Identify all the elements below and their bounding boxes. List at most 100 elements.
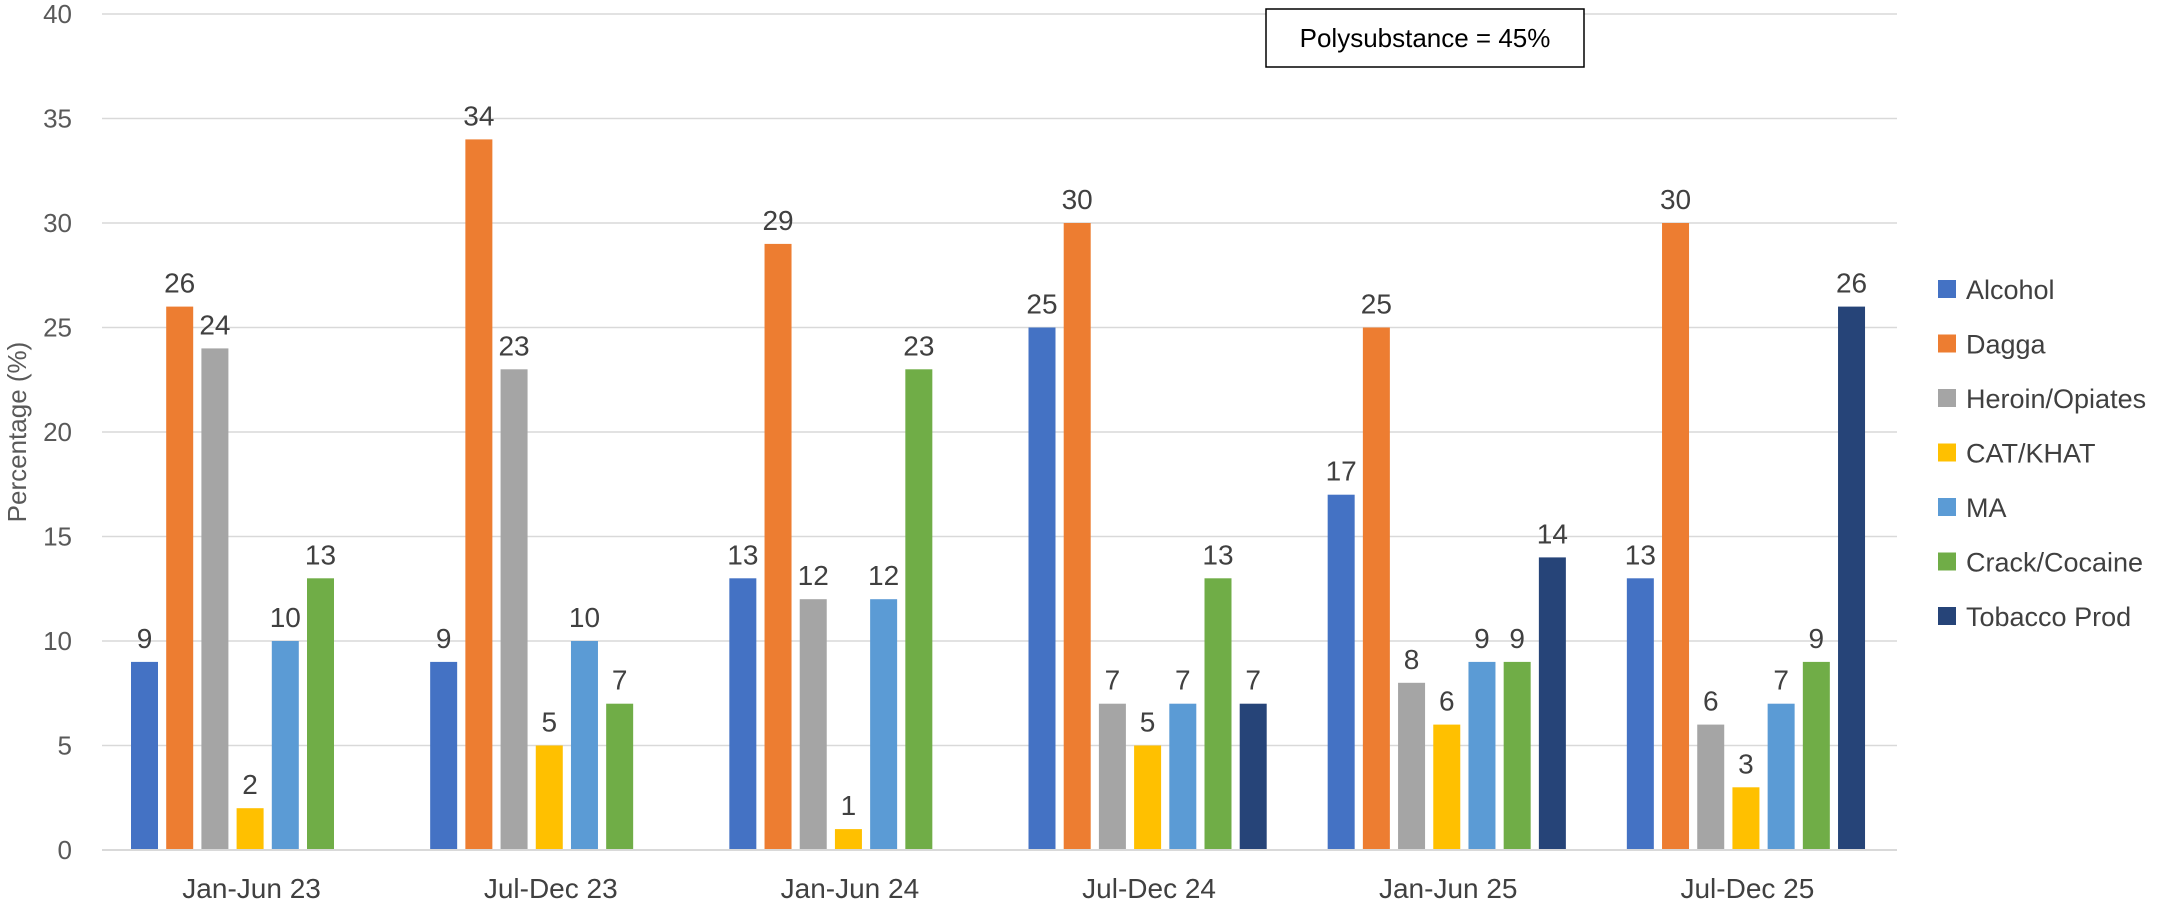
data-label: 14 bbox=[1537, 518, 1568, 549]
bar bbox=[131, 661, 158, 850]
bar bbox=[1239, 703, 1267, 850]
x-axis-categories: Jan-Jun 23 Jul-Dec 23 Jan-Jun 24 Jul-Dec 24… bbox=[182, 873, 1814, 904]
bar bbox=[1538, 557, 1566, 850]
data-label: 3 bbox=[1738, 748, 1754, 779]
bar bbox=[1503, 661, 1531, 850]
bar bbox=[570, 641, 598, 850]
data-label: 26 bbox=[1836, 268, 1867, 299]
legend-label: Alcohol bbox=[1966, 275, 2055, 305]
data-label: 24 bbox=[199, 309, 230, 340]
bar bbox=[1204, 578, 1232, 850]
bar bbox=[1327, 494, 1355, 850]
legend-swatch bbox=[1938, 280, 1956, 298]
bar bbox=[1063, 223, 1091, 850]
annotation-text: Polysubstance = 45% bbox=[1300, 23, 1551, 53]
data-label: 9 bbox=[137, 623, 153, 654]
bar bbox=[1838, 306, 1866, 851]
data-label: 12 bbox=[868, 560, 899, 591]
legend-label: Dagga bbox=[1966, 330, 2047, 360]
x-category-label: Jul-Dec 23 bbox=[484, 873, 618, 904]
bar bbox=[1626, 578, 1654, 850]
bar bbox=[271, 641, 299, 850]
data-label: 13 bbox=[1625, 539, 1656, 570]
x-category-label: Jan-Jun 23 bbox=[182, 873, 321, 904]
data-label: 23 bbox=[903, 330, 934, 361]
x-category-label: Jan-Jun 24 bbox=[781, 873, 920, 904]
bar bbox=[307, 578, 334, 850]
data-label: 7 bbox=[1105, 665, 1121, 696]
bar bbox=[236, 808, 264, 850]
data-label: 9 bbox=[436, 623, 452, 654]
annotation-box: Polysubstance = 45% bbox=[1265, 8, 1585, 68]
x-category-label: Jul-Dec 25 bbox=[1680, 873, 1814, 904]
legend-swatch bbox=[1938, 607, 1956, 625]
data-label: 12 bbox=[798, 560, 829, 591]
data-label: 9 bbox=[1474, 623, 1490, 654]
y-axis-title: Percentage (%) bbox=[2, 342, 32, 523]
bar bbox=[870, 599, 898, 850]
legend-label: Heroin/Opiates bbox=[1966, 384, 2146, 414]
data-label: 13 bbox=[727, 539, 758, 570]
bar bbox=[1767, 703, 1795, 850]
data-label: 10 bbox=[569, 602, 600, 633]
data-label: 6 bbox=[1439, 686, 1455, 717]
bar bbox=[1028, 327, 1056, 850]
data-label: 7 bbox=[1773, 665, 1789, 696]
y-tick-label: 40 bbox=[43, 0, 72, 29]
bar bbox=[1433, 724, 1461, 850]
data-label: 1 bbox=[841, 790, 857, 821]
data-label: 8 bbox=[1404, 644, 1420, 675]
bar bbox=[1662, 223, 1690, 850]
data-label: 26 bbox=[164, 268, 195, 299]
y-tick-label: 10 bbox=[43, 626, 72, 656]
bar bbox=[905, 369, 933, 850]
bar bbox=[535, 745, 563, 850]
legend-label: CAT/KHAT bbox=[1966, 439, 2096, 469]
legend-swatch bbox=[1938, 389, 1956, 407]
y-tick-label: 15 bbox=[43, 522, 72, 552]
legend-label: Tobacco Prod bbox=[1966, 602, 2131, 632]
y-tick-label: 20 bbox=[43, 417, 72, 447]
bar bbox=[834, 829, 862, 850]
bar bbox=[1098, 703, 1126, 850]
bar bbox=[1398, 682, 1426, 850]
data-label: 5 bbox=[541, 707, 557, 738]
legend: Alcohol Dagga Heroin/Opiates CAT/KHAT MA Crac… bbox=[1938, 275, 2146, 632]
legend-label: Crack/Cocaine bbox=[1966, 548, 2143, 578]
bar bbox=[729, 578, 757, 850]
data-label: 6 bbox=[1703, 686, 1719, 717]
bars bbox=[131, 139, 1866, 851]
y-tick-label: 35 bbox=[43, 104, 72, 134]
bar bbox=[1134, 745, 1162, 850]
data-label: 29 bbox=[762, 205, 793, 236]
data-label: 13 bbox=[305, 539, 336, 570]
data-label: 34 bbox=[463, 100, 494, 131]
bar bbox=[1169, 703, 1197, 850]
bar bbox=[1802, 661, 1830, 850]
bar bbox=[1697, 724, 1725, 850]
data-label: 7 bbox=[612, 665, 628, 696]
legend-swatch bbox=[1938, 334, 1956, 353]
data-labels: 9262421013934235107132912112232530757137… bbox=[137, 100, 1867, 821]
bar bbox=[166, 306, 194, 851]
bar bbox=[430, 661, 458, 850]
gridlines bbox=[102, 13, 1897, 747]
legend-swatch bbox=[1938, 498, 1956, 516]
data-label: 25 bbox=[1026, 289, 1057, 320]
bar bbox=[1468, 661, 1496, 850]
legend-label: MA bbox=[1966, 493, 2007, 523]
y-tick-label: 25 bbox=[43, 313, 72, 343]
y-tick-label: 0 bbox=[58, 835, 72, 865]
y-tick-label: 30 bbox=[43, 208, 72, 238]
x-category-label: Jul-Dec 24 bbox=[1082, 873, 1216, 904]
data-label: 10 bbox=[270, 602, 301, 633]
data-label: 7 bbox=[1245, 665, 1261, 696]
y-tick-label: 5 bbox=[58, 731, 72, 761]
bar bbox=[1732, 787, 1760, 850]
bar bbox=[764, 243, 792, 850]
data-label: 30 bbox=[1062, 184, 1093, 215]
data-label: 23 bbox=[498, 330, 529, 361]
bar bbox=[1362, 327, 1390, 850]
data-label: 13 bbox=[1202, 539, 1233, 570]
